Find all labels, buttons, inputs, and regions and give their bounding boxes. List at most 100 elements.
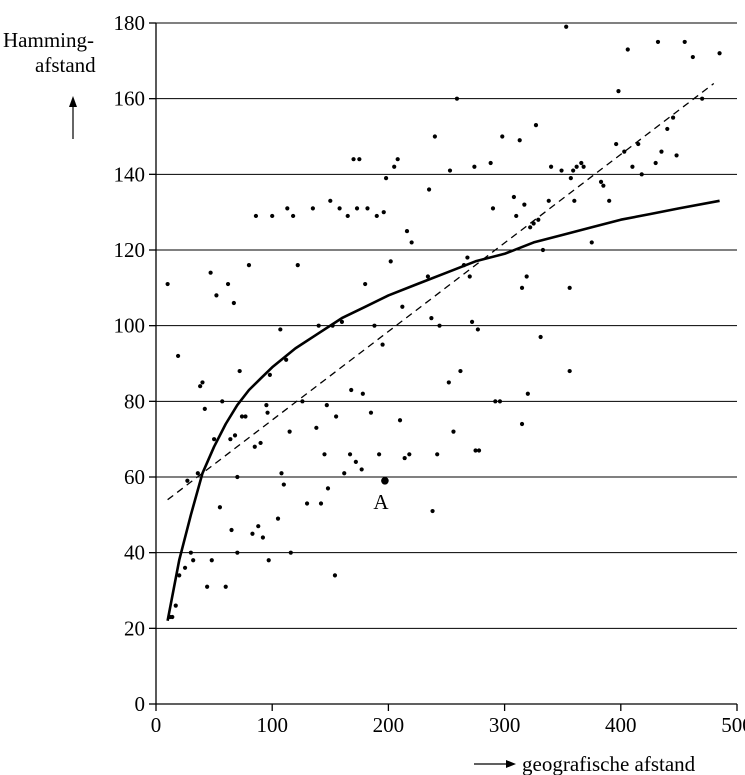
data-point [295, 263, 300, 268]
data-point [446, 380, 451, 385]
data-point [430, 508, 435, 514]
data-point [322, 452, 327, 457]
data-point [476, 448, 482, 453]
data-point [432, 134, 437, 139]
trend-line-dashed [167, 83, 715, 501]
data-point [198, 384, 203, 389]
data-point [465, 255, 470, 260]
data-point [473, 448, 478, 453]
data-point [316, 323, 321, 328]
data-point [228, 437, 233, 442]
data-point [472, 164, 477, 169]
data-point [252, 444, 257, 449]
data-point [614, 141, 619, 147]
data-point [407, 452, 412, 457]
data-point [209, 558, 214, 563]
data-point [630, 164, 635, 169]
data-point [256, 524, 261, 529]
data-point [200, 380, 205, 385]
data-point [304, 501, 310, 506]
y-axis-arrow-icon [69, 96, 77, 139]
x-tick-label-400: 400 [605, 713, 637, 737]
data-point [622, 149, 627, 154]
data-point [347, 452, 353, 457]
data-point [674, 153, 679, 158]
data-point [182, 565, 188, 570]
data-point [536, 217, 541, 222]
data-point [429, 316, 434, 321]
data-point [546, 198, 551, 203]
data-point [514, 213, 519, 219]
data-point [377, 452, 382, 457]
data-point [337, 206, 342, 211]
data-point [328, 198, 333, 203]
data-point [409, 240, 414, 245]
data-point [246, 263, 252, 268]
data-point [454, 96, 460, 101]
data-point [581, 164, 586, 169]
data-point [579, 160, 584, 166]
data-point [540, 247, 546, 253]
data-point [601, 183, 606, 188]
data-point [636, 141, 641, 147]
data-point [653, 160, 658, 166]
data-point [670, 115, 676, 120]
gridlines [156, 22, 737, 629]
data-point [191, 558, 196, 563]
data-point [287, 429, 292, 434]
x-tick-label-500: 500 [721, 713, 745, 737]
data-point [170, 614, 175, 620]
data-point [665, 126, 670, 132]
data-point [318, 501, 324, 506]
data-point [353, 459, 358, 464]
data-point [368, 410, 374, 415]
x-tick-label-0: 0 [151, 713, 162, 737]
data-point [217, 505, 223, 510]
x-tick-label-200: 200 [373, 713, 405, 737]
data-point [332, 573, 338, 578]
data-point [437, 323, 442, 328]
data-point [270, 213, 275, 219]
data-point [260, 535, 266, 540]
data-point [548, 164, 554, 169]
data-point [571, 168, 576, 173]
data-point [625, 47, 630, 52]
x-axis-arrow-icon [474, 760, 516, 768]
data-point [173, 603, 178, 608]
data-point [682, 39, 687, 45]
data-point [231, 300, 236, 306]
data-point [250, 531, 255, 536]
data-point [195, 471, 200, 476]
data-point [426, 187, 432, 192]
fit-curve-solid [166, 199, 720, 622]
data-point [235, 474, 240, 480]
data-point [639, 172, 644, 177]
data-point [339, 319, 345, 324]
data-point [345, 213, 350, 219]
data-point [447, 168, 453, 173]
data-point [202, 406, 207, 411]
data-point [278, 327, 283, 332]
data-point [243, 414, 248, 419]
data-point [538, 334, 543, 340]
data-point [212, 437, 217, 442]
data-point [380, 342, 385, 347]
data-point [285, 206, 290, 211]
data-point [400, 304, 405, 309]
y-tick-label-0: 0 [135, 692, 146, 716]
y-tick-label-160: 160 [114, 87, 146, 111]
data-point [490, 206, 496, 211]
y-tick-label-180: 180 [114, 11, 146, 35]
data-point [363, 281, 368, 287]
data-point [511, 194, 516, 200]
y-tick-label-140: 140 [114, 162, 146, 186]
data-point [388, 259, 393, 264]
data-point [310, 206, 315, 211]
axes [155, 23, 737, 705]
data-point [225, 281, 231, 287]
data-point [360, 391, 365, 396]
data-point [279, 471, 284, 476]
data-point [500, 134, 505, 139]
data-point [533, 123, 539, 128]
data-point [616, 89, 621, 94]
